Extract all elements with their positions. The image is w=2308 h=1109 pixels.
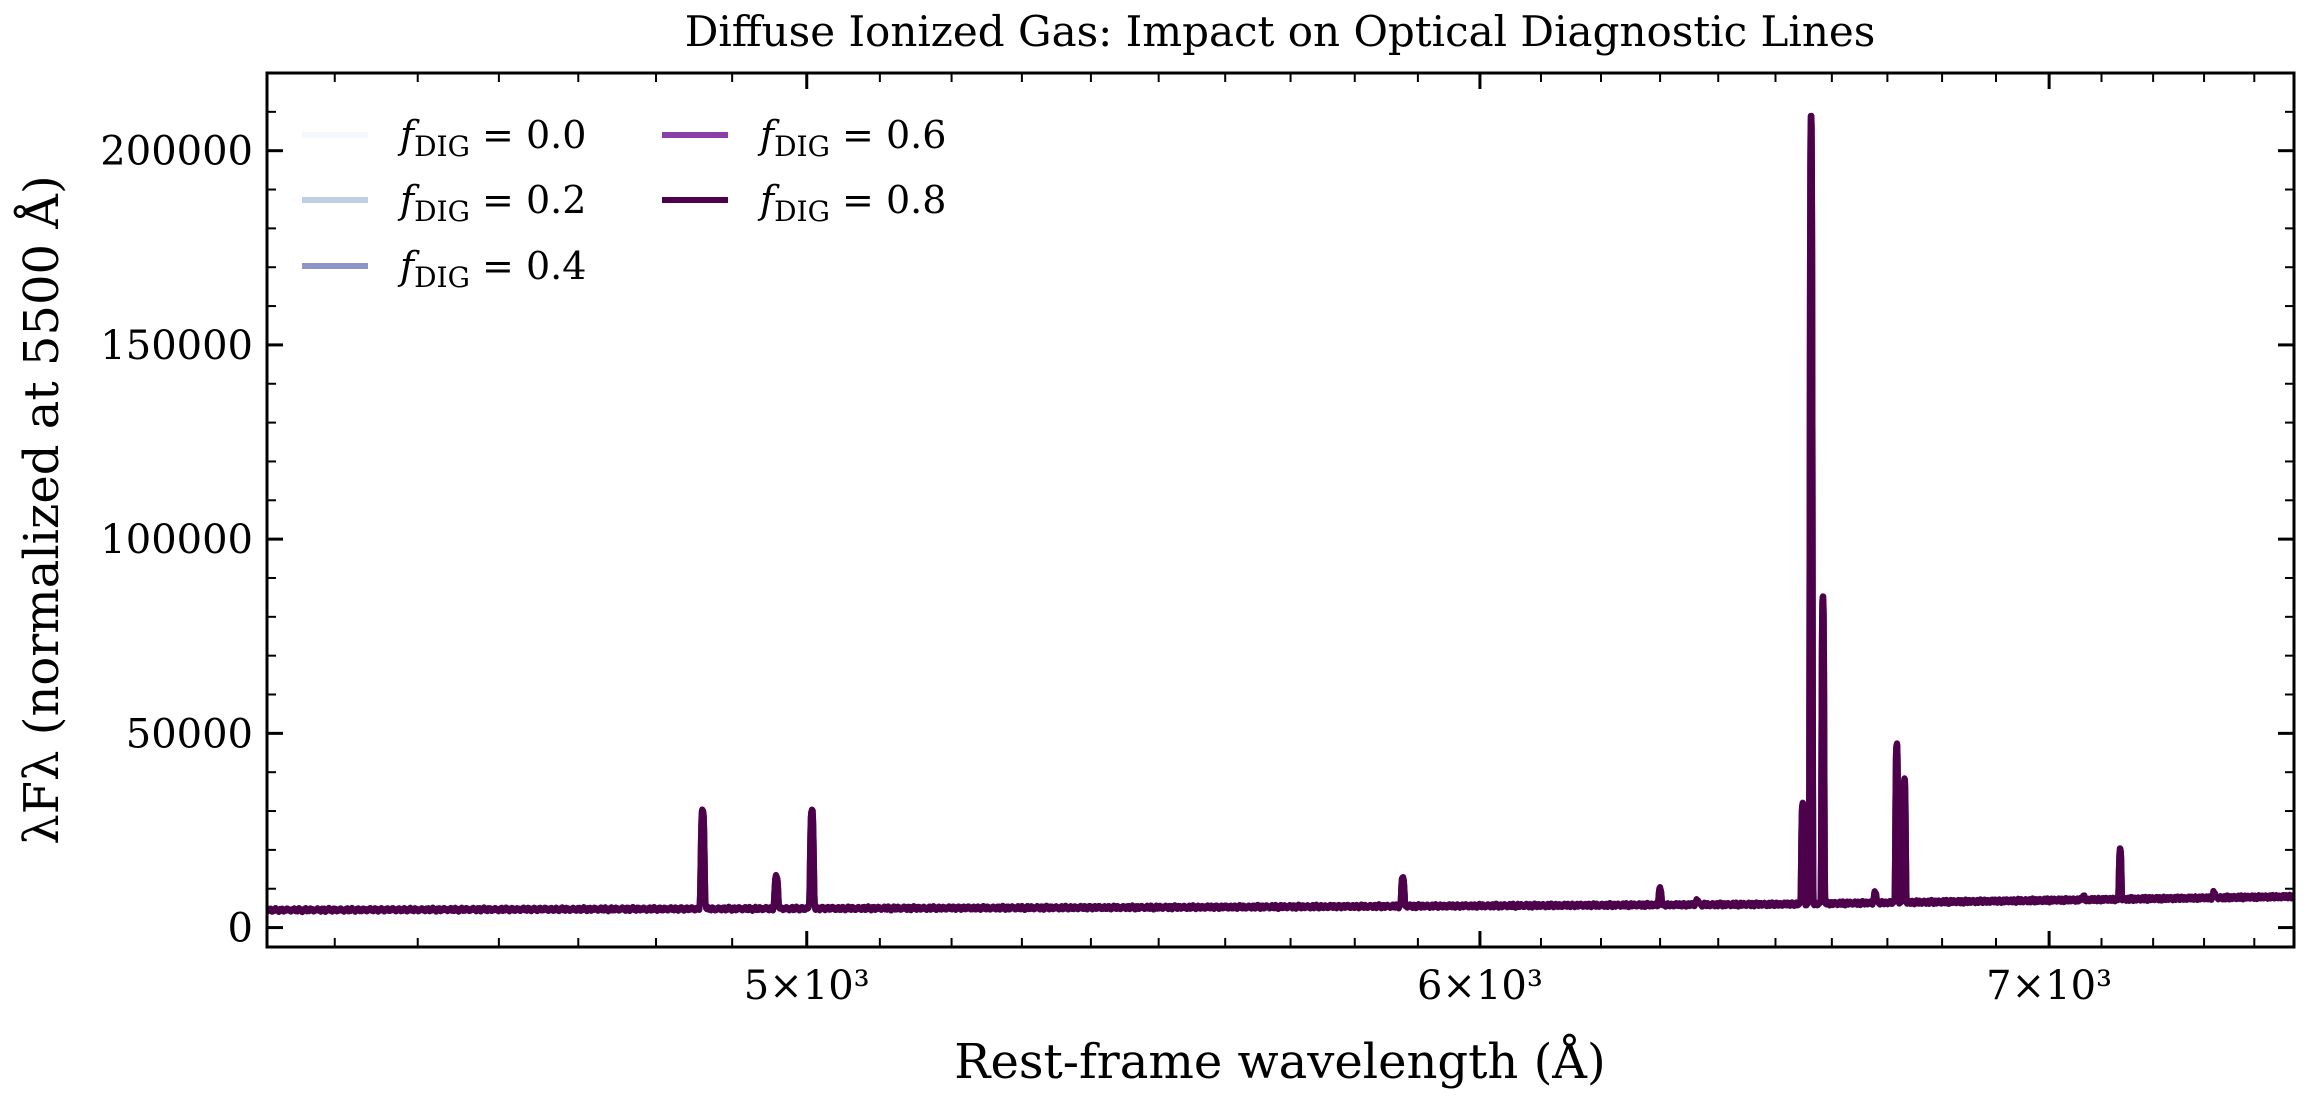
x-tick-label: 5×10³	[744, 963, 870, 1009]
chart-title: Diffuse Ionized Gas: Impact on Optical D…	[685, 7, 1876, 56]
legend-entry-label: fDIG = 0.8	[757, 178, 946, 228]
y-tick-label: 100000	[100, 517, 253, 563]
series-line-0	[267, 112, 2294, 916]
y-tick-label: 0	[228, 906, 253, 952]
x-axis-label: Rest-frame wavelength (Å)	[954, 1033, 1605, 1090]
y-tick-label: 150000	[100, 323, 253, 369]
axis-ticks: 0 50000 100000 150000 200000 5×10³ 6×10³ 7×10³	[100, 73, 2294, 1009]
legend-entry-label: fDIG = 0.0	[397, 113, 586, 163]
series-line-2	[267, 112, 2294, 916]
x-tick-label: 7×10³	[1986, 963, 2112, 1009]
y-tick-label: 50000	[126, 711, 253, 757]
series-line-3	[267, 112, 2294, 916]
legend: fDIG = 0.0 fDIG = 0.2 fDIG = 0.4 fDIG = 0.6…	[302, 113, 946, 294]
y-axis-label: λFλ (normalized at 5500 Å)	[13, 175, 70, 844]
series-line-1	[267, 112, 2294, 916]
legend-entry-label: fDIG = 0.2	[397, 178, 586, 228]
x-tick-label: 6×10³	[1417, 963, 1543, 1009]
legend-entry-label: fDIG = 0.6	[757, 113, 946, 163]
series-line-4	[267, 112, 2294, 916]
y-tick-label: 200000	[100, 129, 253, 175]
legend-entry-label: fDIG = 0.4	[397, 244, 586, 294]
plot-frame	[265, 71, 2296, 949]
plot-area	[267, 112, 2294, 916]
